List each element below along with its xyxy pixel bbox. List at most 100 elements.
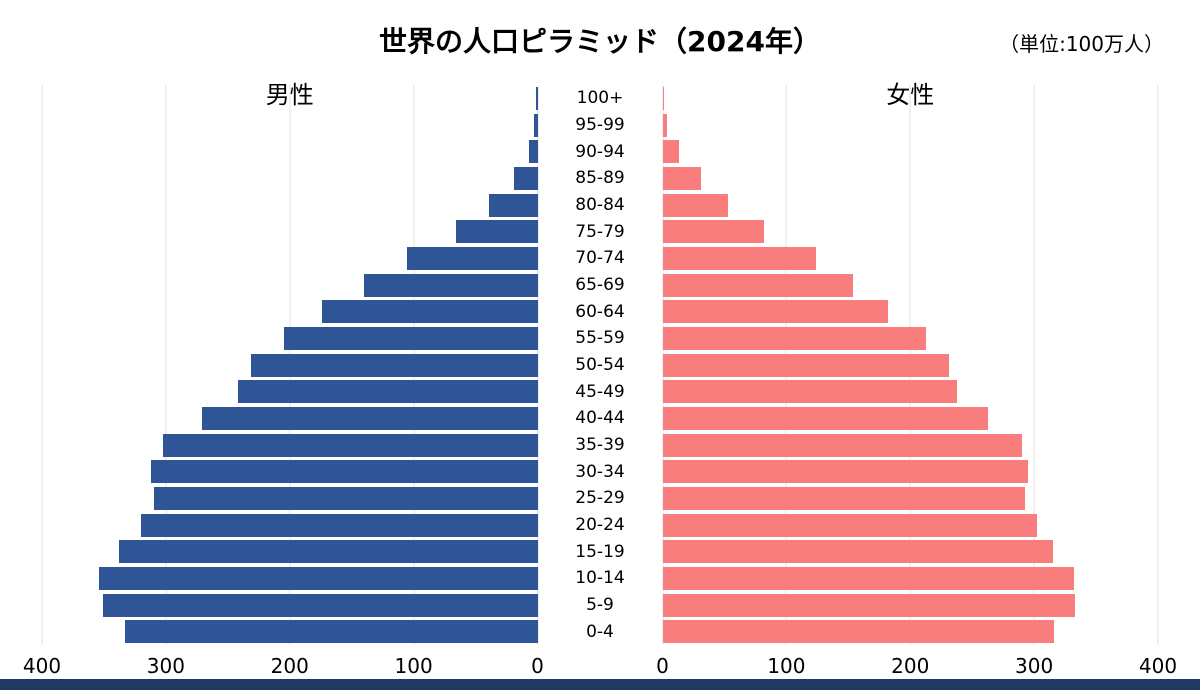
age-axis-labels: 100+ 95-99 90-94 85-89 80-84 75-79 70-74 65-69 6…: [538, 85, 663, 645]
female-bar-row: [662, 512, 1159, 539]
male-bar-45-49: [237, 380, 538, 404]
male-bar-row: [42, 272, 538, 299]
male-bar-row: [42, 85, 538, 112]
female-bar-row: [662, 565, 1159, 592]
female-bar-row: [662, 325, 1159, 352]
footer-accent-bar: [0, 679, 1200, 690]
male-bar-row: [42, 352, 538, 379]
female-bar-65-69: [662, 273, 854, 297]
age-label-25-29: 25-29: [575, 488, 625, 509]
male-bar-row: [42, 485, 538, 512]
page-title: 世界の人口ピラミッド（2024年）: [379, 25, 821, 58]
male-bar-row: [42, 458, 538, 485]
gridline: [1033, 85, 1035, 645]
male-bar-15-19: [118, 540, 538, 564]
male-bar-90-94: [528, 140, 538, 164]
female-bar-row: [662, 352, 1159, 379]
age-label-60-64: 60-64: [575, 301, 625, 322]
age-label-0-4: 0-4: [586, 621, 614, 642]
female-bar-row: [662, 378, 1159, 405]
age-label-20-24: 20-24: [575, 515, 625, 536]
female-bar-80-84: [662, 193, 729, 217]
male-bar-row: [42, 298, 538, 325]
female-bar-30-34: [662, 460, 1028, 484]
age-label-65-69: 65-69: [575, 275, 625, 296]
age-label-90-94: 90-94: [575, 141, 625, 162]
gridline: [41, 85, 43, 645]
female-bar-row: [662, 432, 1159, 459]
male-bar-85-89: [513, 166, 538, 190]
female-bar-35-39: [662, 433, 1022, 457]
gridline: [537, 85, 538, 645]
female-bar-row: [662, 272, 1159, 299]
age-label-15-19: 15-19: [575, 541, 625, 562]
age-label-70-74: 70-74: [575, 248, 625, 269]
x-tick-300: 300: [146, 654, 185, 678]
female-bar-20-24: [662, 513, 1037, 537]
age-label-35-39: 35-39: [575, 435, 625, 456]
age-label-85-89: 85-89: [575, 168, 625, 189]
female-chart-area: 女性 0 100 200 300 400: [656, 81, 1177, 679]
male-bar-5-9: [102, 593, 538, 617]
male-bar-row: [42, 218, 538, 245]
male-bar-60-64: [321, 300, 538, 324]
female-bar-95-99: [662, 113, 668, 137]
male-bar-55-59: [283, 326, 538, 350]
unit-label: （単位:100万人）: [999, 32, 1164, 56]
male-bar-50-54: [251, 353, 538, 377]
female-bar-100+: [662, 86, 664, 110]
female-bar-60-64: [662, 300, 888, 324]
male-bar-row: [42, 512, 538, 539]
male-bar-row: [42, 165, 538, 192]
male-bar-65-69: [364, 273, 538, 297]
female-bar-row: [662, 138, 1159, 165]
female-bar-row: [662, 538, 1159, 565]
male-bar-80-84: [489, 193, 538, 217]
female-bar-row: [662, 112, 1159, 139]
male-bar-100+: [536, 86, 538, 110]
female-bar-row: [662, 592, 1159, 619]
x-tick-0: 0: [531, 654, 544, 678]
female-bar-row: [662, 245, 1159, 272]
male-bar-row: [42, 405, 538, 432]
female-bar-row: [662, 165, 1159, 192]
male-bar-20-24: [141, 513, 538, 537]
gridline: [1157, 85, 1159, 645]
female-bar-row: [662, 618, 1159, 645]
male-bar-0-4: [125, 620, 538, 644]
female-bar-25-29: [662, 486, 1026, 510]
female-bar-45-49: [662, 380, 958, 404]
gridline: [165, 85, 167, 645]
female-bar-70-74: [662, 246, 817, 270]
x-tick-100: 100: [767, 654, 806, 678]
female-bar-40-44: [662, 406, 989, 430]
male-bar-25-29: [153, 486, 538, 510]
male-chart-area: 男性 400 300 200 100 0: [23, 81, 544, 679]
male-bar-row: [42, 378, 538, 405]
female-bar-row: [662, 298, 1159, 325]
male-plot: [41, 85, 538, 645]
female-bar-row: [662, 218, 1159, 245]
male-x-axis: 400 300 200 100 0: [23, 645, 544, 679]
female-series-label: 女性: [886, 81, 935, 109]
male-bars: [42, 85, 538, 645]
female-bar-0-4: [662, 620, 1054, 644]
female-bar-row: [662, 458, 1159, 485]
x-tick-300: 300: [1015, 654, 1054, 678]
male-series-label: 男性: [265, 81, 314, 109]
male-bar-35-39: [163, 433, 538, 457]
male-bar-row: [42, 592, 538, 619]
male-bar-row: [42, 325, 538, 352]
age-label-80-84: 80-84: [575, 195, 625, 216]
male-bar-95-99: [533, 113, 538, 137]
male-bar-row: [42, 245, 538, 272]
male-bar-row: [42, 618, 538, 645]
female-bar-row: [662, 85, 1159, 112]
male-bar-row: [42, 538, 538, 565]
female-bar-90-94: [662, 140, 679, 164]
x-tick-200: 200: [891, 654, 930, 678]
male-bar-40-44: [201, 406, 538, 430]
female-bar-10-14: [662, 566, 1074, 590]
female-bar-85-89: [662, 166, 701, 190]
